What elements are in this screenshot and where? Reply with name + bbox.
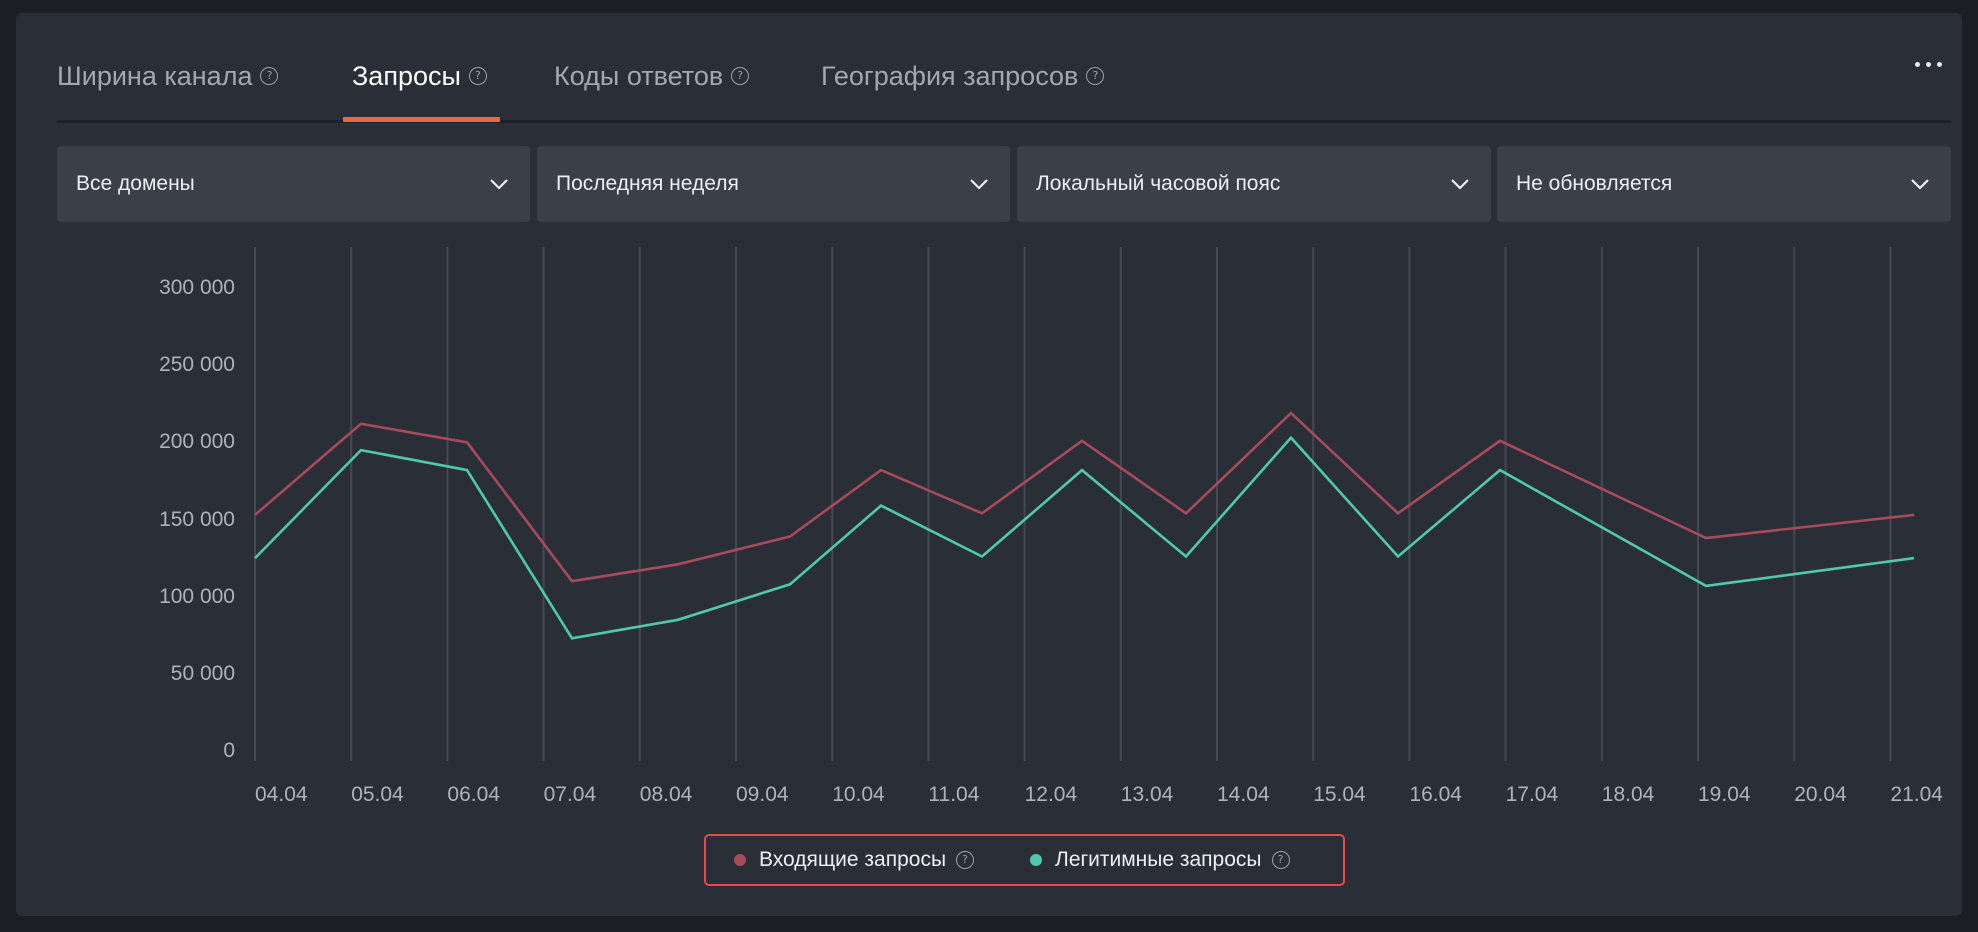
select-value: Не обновляется bbox=[1516, 172, 1673, 195]
incoming-dot-icon bbox=[734, 854, 746, 866]
period-select[interactable]: Последняя неделя bbox=[537, 146, 1010, 222]
dot-icon bbox=[1915, 62, 1920, 67]
tab-response-codes[interactable]: Коды ответов ? bbox=[554, 56, 750, 96]
legend-item-incoming[interactable]: Входящие запросы ? bbox=[734, 848, 975, 872]
filter-bar: Все домены Последняя неделя Локальный ча… bbox=[57, 146, 1951, 222]
dot-icon bbox=[1926, 62, 1931, 67]
chevron-down-icon bbox=[1911, 179, 1929, 190]
help-icon[interactable]: ? bbox=[1271, 851, 1290, 869]
tab-bar: Ширина канала ? Запросы ? Коды ответов ?… bbox=[57, 44, 1951, 123]
active-tab-indicator bbox=[343, 117, 500, 122]
tab-request-geography[interactable]: География запросов ? bbox=[821, 56, 1105, 96]
chevron-down-icon bbox=[1451, 179, 1469, 190]
chevron-down-icon bbox=[490, 179, 508, 190]
select-value: Последняя неделя bbox=[556, 172, 739, 195]
timezone-select[interactable]: Локальный часовой пояс bbox=[1017, 146, 1491, 222]
refresh-select[interactable]: Не обновляется bbox=[1497, 146, 1951, 222]
more-options-button[interactable] bbox=[1915, 62, 1942, 67]
domain-select[interactable]: Все домены bbox=[57, 146, 530, 222]
chart-legend: Входящие запросы ? Легитимные запросы ? bbox=[704, 834, 1345, 886]
select-value: Локальный часовой пояс bbox=[1036, 172, 1281, 195]
help-icon[interactable]: ? bbox=[731, 67, 750, 85]
select-value: Все домены bbox=[76, 172, 195, 195]
help-icon[interactable]: ? bbox=[956, 851, 975, 869]
tab-label: География запросов bbox=[821, 60, 1079, 91]
help-icon[interactable]: ? bbox=[1086, 67, 1105, 85]
legit-dot-icon bbox=[1030, 854, 1043, 866]
tab-label: Запросы bbox=[352, 60, 461, 91]
tab-label: Ширина канала bbox=[57, 60, 253, 91]
legend-item-legit[interactable]: Легитимные запросы ? bbox=[1030, 848, 1290, 872]
tab-requests[interactable]: Запросы ? bbox=[352, 56, 487, 96]
dot-icon bbox=[1937, 62, 1942, 67]
legend-label: Легитимные запросы bbox=[1055, 848, 1262, 871]
chevron-down-icon bbox=[970, 179, 988, 190]
tab-bandwidth[interactable]: Ширина канала ? bbox=[57, 56, 279, 96]
tab-label: Коды ответов bbox=[554, 60, 724, 91]
help-icon[interactable]: ? bbox=[468, 67, 487, 85]
legend-label: Входящие запросы bbox=[759, 848, 947, 871]
help-icon[interactable]: ? bbox=[260, 67, 279, 85]
